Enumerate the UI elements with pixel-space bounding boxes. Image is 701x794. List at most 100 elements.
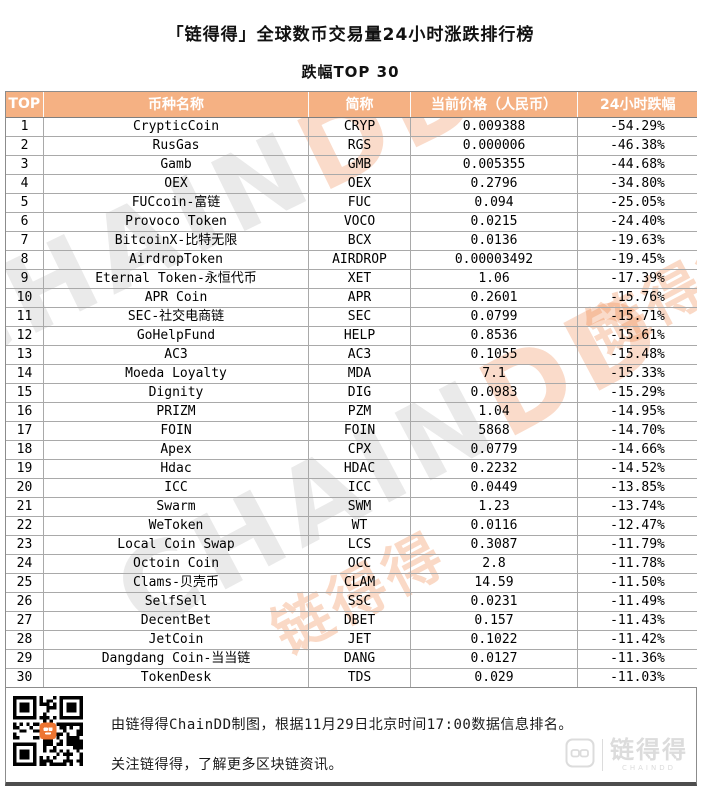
cell-rank: 30 (5, 668, 44, 688)
cell-symbol: PZM (308, 402, 411, 422)
cell-coin-name: APR Coin (43, 288, 309, 308)
cell-coin-name: CrypticCoin (43, 117, 309, 137)
logo-divider (602, 739, 603, 771)
cell-coin-name: Moeda Loyalty (43, 364, 309, 384)
cell-price: 0.0799 (410, 307, 578, 327)
cell-change: -15.29% (577, 383, 697, 403)
cell-change: -14.95% (577, 402, 697, 422)
cell-price: 7.1 (410, 364, 578, 384)
cell-symbol: CPX (308, 440, 411, 460)
cell-coin-name: FUCcoin-富链 (43, 193, 309, 213)
cell-change: -25.05% (577, 193, 697, 213)
page-subtitle: 跌幅TOP 30 (301, 63, 400, 81)
cell-price: 0.094 (410, 193, 578, 213)
cell-price: 14.59 (410, 573, 578, 593)
table-row: 14 Moeda Loyalty MDA 7.1 -15.33% (5, 364, 697, 384)
cell-symbol: WT (308, 516, 411, 536)
logo-text-block: 链得得 CHAINDD (610, 738, 688, 772)
table-row: 16 PRIZM PZM 1.04 -14.95% (5, 402, 697, 422)
cell-coin-name: BitcoinX-比特无限 (43, 231, 309, 251)
table-row: 23 Local Coin Swap LCS 0.3087 -11.79% (5, 535, 697, 555)
cell-price: 0.0449 (410, 478, 578, 498)
cell-symbol: AIRDROP (308, 250, 411, 270)
cell-coin-name: OEX (43, 174, 309, 194)
cell-symbol: FUC (308, 193, 411, 213)
cell-change: -11.49% (577, 592, 697, 612)
cell-change: -11.03% (577, 668, 697, 688)
cell-rank: 27 (5, 611, 44, 631)
cell-symbol: BCX (308, 231, 411, 251)
cell-symbol: SEC (308, 307, 411, 327)
cell-symbol: AC3 (308, 345, 411, 365)
table-row: 6 Provoco Token VOCO 0.0215 -24.40% (5, 212, 697, 232)
ranking-table: TOP 币种名称 简称 当前价格（人民币） 24小时跌幅 1 CrypticCoi… (5, 91, 697, 688)
cell-price: 1.23 (410, 497, 578, 517)
cell-rank: 15 (5, 383, 44, 403)
table-row: 2 RusGas RGS 0.000006 -46.38% (5, 136, 697, 156)
cell-coin-name: GoHelpFund (43, 326, 309, 346)
cell-rank: 20 (5, 478, 44, 498)
cell-rank: 12 (5, 326, 44, 346)
table-row: 4 OEX OEX 0.2796 -34.80% (5, 174, 697, 194)
cell-rank: 6 (5, 212, 44, 232)
cell-change: -11.50% (577, 573, 697, 593)
col-header-top: TOP (5, 91, 44, 118)
cell-symbol: CRYP (308, 117, 411, 137)
cell-change: -15.76% (577, 288, 697, 308)
table-body: 1 CrypticCoin CRYP 0.009388 -54.29% 2 RusGas RG… (5, 117, 697, 688)
cell-coin-name: Provoco Token (43, 212, 309, 232)
cell-symbol: JET (308, 630, 411, 650)
cell-price: 1.04 (410, 402, 578, 422)
cell-change: -17.39% (577, 269, 697, 289)
cell-change: -15.48% (577, 345, 697, 365)
table-row: 20 ICC ICC 0.0449 -13.85% (5, 478, 697, 498)
page-title: 「链得得」全球数币交易量24小时涨跌排行榜 (166, 25, 535, 45)
footer-note-line2: 关注链得得，了解更多区块链资讯。 (111, 757, 343, 773)
cell-change: -14.52% (577, 459, 697, 479)
cell-rank: 5 (5, 193, 44, 213)
cell-coin-name: DecentBet (43, 611, 309, 631)
cell-price: 0.0215 (410, 212, 578, 232)
cell-price: 0.000006 (410, 136, 578, 156)
cell-change: -15.33% (577, 364, 697, 384)
cell-rank: 10 (5, 288, 44, 308)
cell-rank: 4 (5, 174, 44, 194)
cell-price: 0.0116 (410, 516, 578, 536)
cell-change: -15.71% (577, 307, 697, 327)
cell-symbol: HELP (308, 326, 411, 346)
cell-symbol: XET (308, 269, 411, 289)
table-row: 27 DecentBet DBET 0.157 -11.43% (5, 611, 697, 631)
cell-symbol: GMB (308, 155, 411, 175)
cell-symbol: RGS (308, 136, 411, 156)
cell-coin-name: SelfSell (43, 592, 309, 612)
cell-change: -44.68% (577, 155, 697, 175)
cell-symbol: OEX (308, 174, 411, 194)
cell-price: 0.0231 (410, 592, 578, 612)
table-row: 10 APR Coin APR 0.2601 -15.76% (5, 288, 697, 308)
cell-symbol: DIG (308, 383, 411, 403)
table-row: 8 AirdropToken AIRDROP 0.00003492 -19.45% (5, 250, 697, 270)
cell-coin-name: Eternal Token-永恒代币 (43, 269, 309, 289)
table-row: 30 TokenDesk TDS 0.029 -11.03% (5, 668, 697, 688)
cell-rank: 3 (5, 155, 44, 175)
cell-change: -11.43% (577, 611, 697, 631)
cell-rank: 8 (5, 250, 44, 270)
cell-coin-name: Local Coin Swap (43, 535, 309, 555)
cell-change: -14.66% (577, 440, 697, 460)
cell-change: -54.29% (577, 117, 697, 137)
cell-symbol: HDAC (308, 459, 411, 479)
cell-coin-name: AirdropToken (43, 250, 309, 270)
table-row: 15 Dignity DIG 0.0983 -15.29% (5, 383, 697, 403)
cell-coin-name: JetCoin (43, 630, 309, 650)
cell-rank: 16 (5, 402, 44, 422)
cell-coin-name: Octoin Coin (43, 554, 309, 574)
cell-change: -15.61% (577, 326, 697, 346)
cell-rank: 1 (5, 117, 44, 137)
cell-rank: 22 (5, 516, 44, 536)
table-row: 21 Swarm SWM 1.23 -13.74% (5, 497, 697, 517)
cell-price: 0.2796 (410, 174, 578, 194)
footer-note-line1: 由链得得ChainDD制图，根据11月29日北京时间17:00数据信息排名。 (111, 717, 573, 733)
cell-change: -19.63% (577, 231, 697, 251)
table-row: 9 Eternal Token-永恒代币 XET 1.06 -17.39% (5, 269, 697, 289)
cell-price: 0.157 (410, 611, 578, 631)
